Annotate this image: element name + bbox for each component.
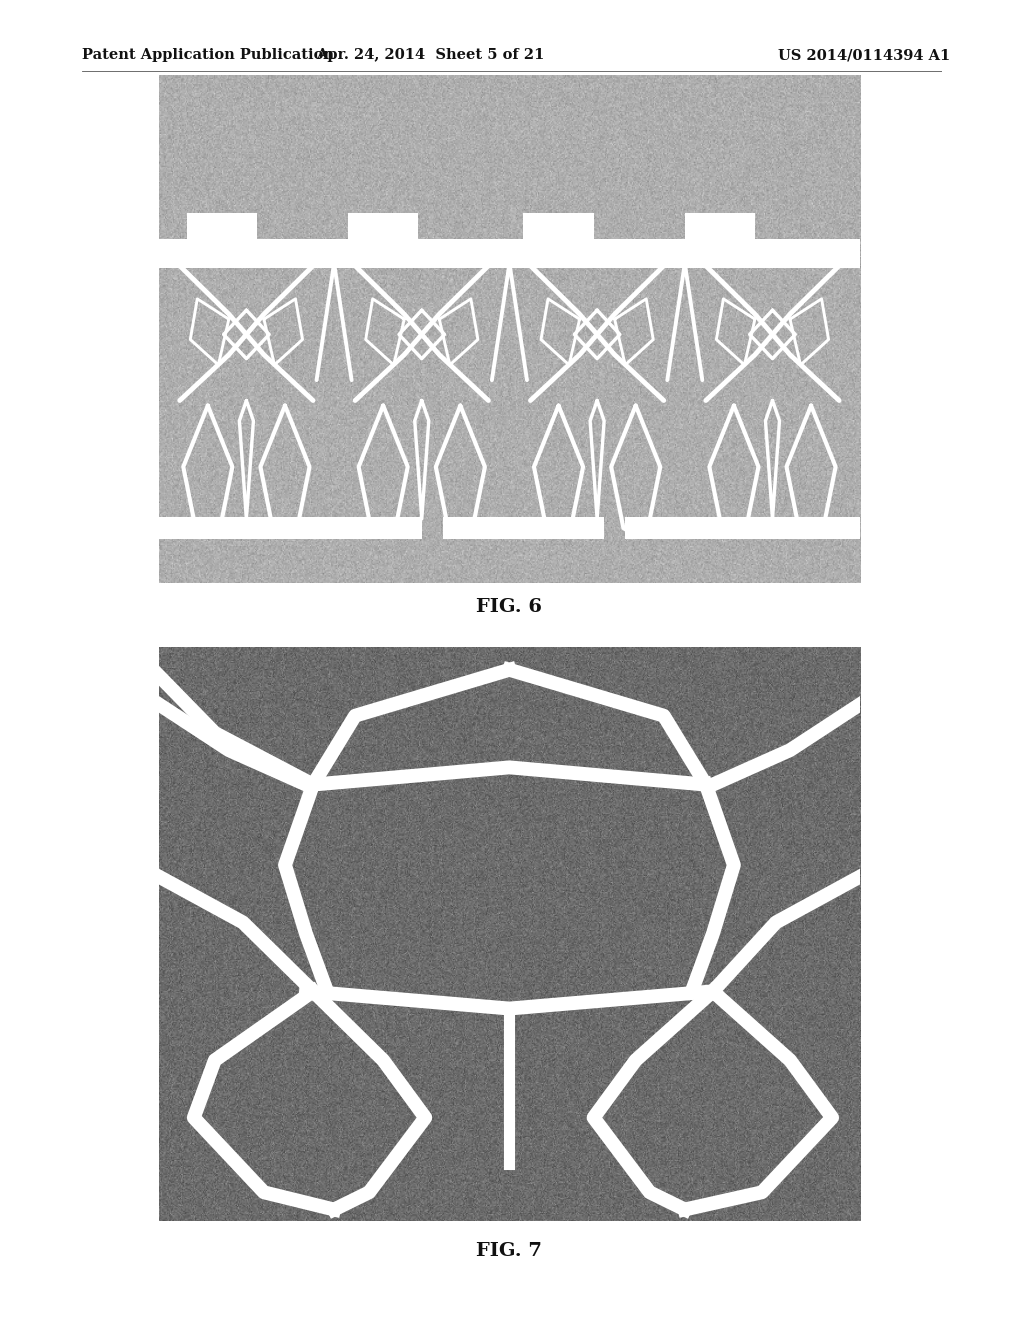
Bar	[159, 239, 860, 268]
Bar	[186, 214, 257, 242]
Text: Patent Application Publication: Patent Application Publication	[82, 49, 334, 62]
Text: FIG. 6: FIG. 6	[476, 598, 542, 616]
Bar	[442, 516, 604, 540]
Text: US 2014/0114394 A1: US 2014/0114394 A1	[778, 49, 950, 62]
Bar	[348, 214, 418, 242]
Text: FIG. 7: FIG. 7	[476, 1242, 542, 1261]
Bar	[626, 516, 860, 540]
Bar	[685, 214, 755, 242]
Bar	[523, 214, 594, 242]
Bar	[159, 516, 422, 540]
Text: Apr. 24, 2014  Sheet 5 of 21: Apr. 24, 2014 Sheet 5 of 21	[315, 49, 545, 62]
